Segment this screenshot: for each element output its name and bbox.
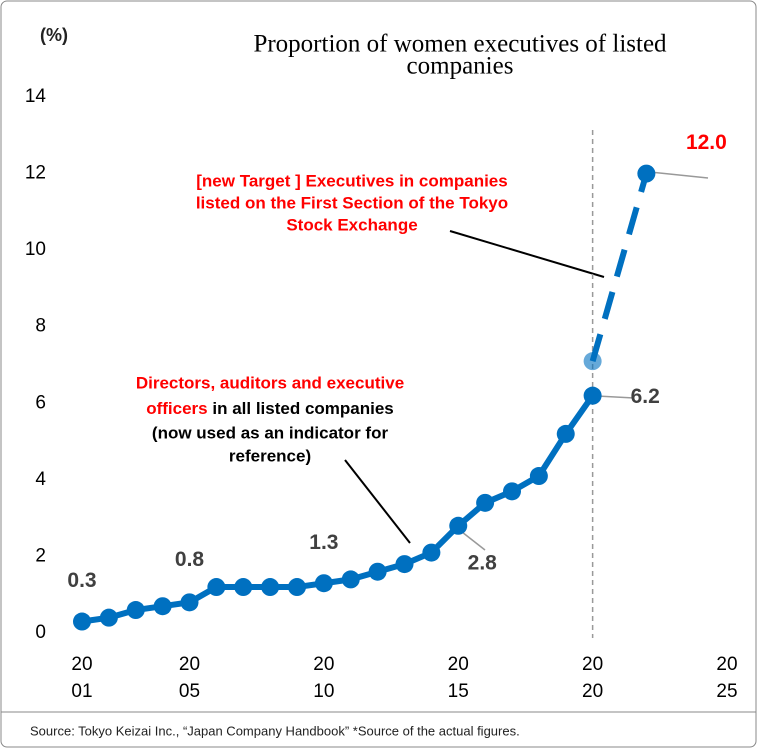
annotation-line: [new Target ] Executives in companies [196,171,507,190]
marker [529,467,548,486]
x-tick-label: 15 [448,681,469,702]
x-tick-label: 20 [582,681,603,702]
data-label: 0.8 [175,548,205,571]
y-tick-label: 0 [35,622,46,643]
source: Source: Tokyo Keizai Inc., “Japan Compan… [30,723,520,738]
y-tick-label: 4 [35,469,46,490]
data-label: 0.3 [67,569,96,592]
marker [153,597,172,616]
y-tick-label: 2 [35,545,46,566]
data-label: 6.2 [631,385,660,408]
x-tick-label: 20 [582,654,603,675]
y-tick-label: 14 [25,86,47,107]
leader [596,395,635,399]
x-tick-label: 01 [71,681,92,702]
x-tick-label: 20 [313,654,334,675]
marker [288,578,306,597]
marker [368,562,387,581]
x-tick-label: 10 [313,681,334,702]
marker [583,386,602,405]
y-tick-label: 10 [25,239,46,260]
marker [99,608,118,627]
x-tick-label: 25 [716,681,737,702]
data-label: 12.0 [686,131,727,154]
marker [395,555,414,574]
y-label: (%) [40,25,68,45]
annotation-line: Directors, auditors and executive [136,373,404,392]
marker [341,570,360,589]
marker [503,482,521,501]
x-tick-label: 20 [71,654,92,675]
leader [649,171,709,179]
marker [234,578,253,597]
title: companies [407,53,514,80]
marker [73,612,91,631]
data-label: 1.3 [309,531,338,554]
marker [314,574,333,593]
marker [449,516,468,535]
y-tick-label: 6 [35,392,46,413]
marker [556,424,575,443]
x-tick-label: 20 [448,654,469,675]
y-tick-label: 12 [25,163,46,184]
marker [637,164,656,183]
annotation: [new Target ] Executives in companies li… [196,171,508,234]
data-label: 2.8 [468,551,498,574]
x-tick-label: 05 [179,681,200,702]
marker [583,352,602,371]
marker [180,593,199,612]
annotation-part: officers [146,399,207,418]
annotation-line: officers in all listed companies [146,399,394,418]
annotation-line: (now used as an indicator for [152,423,389,442]
marker [422,543,441,562]
marker [261,578,280,597]
marker [126,601,145,620]
y-tick-label: 8 [35,316,46,337]
annotation: Directors, auditors and executive office… [136,373,404,465]
marker [476,493,495,512]
annotation-line: listed on the First Section of the Tokyo [196,193,508,212]
annotation-part: in all listed companies [208,399,394,418]
leader [461,531,486,551]
marker [207,578,226,597]
leader [449,230,605,278]
leader [344,459,411,544]
annotation-line: reference) [229,446,311,465]
annotation-line: Stock Exchange [286,215,417,234]
title: Proportion of women executives of listed [253,31,667,58]
x-tick-label: 20 [716,654,737,675]
x-tick-label: 20 [179,654,200,675]
series-line [589,172,650,362]
